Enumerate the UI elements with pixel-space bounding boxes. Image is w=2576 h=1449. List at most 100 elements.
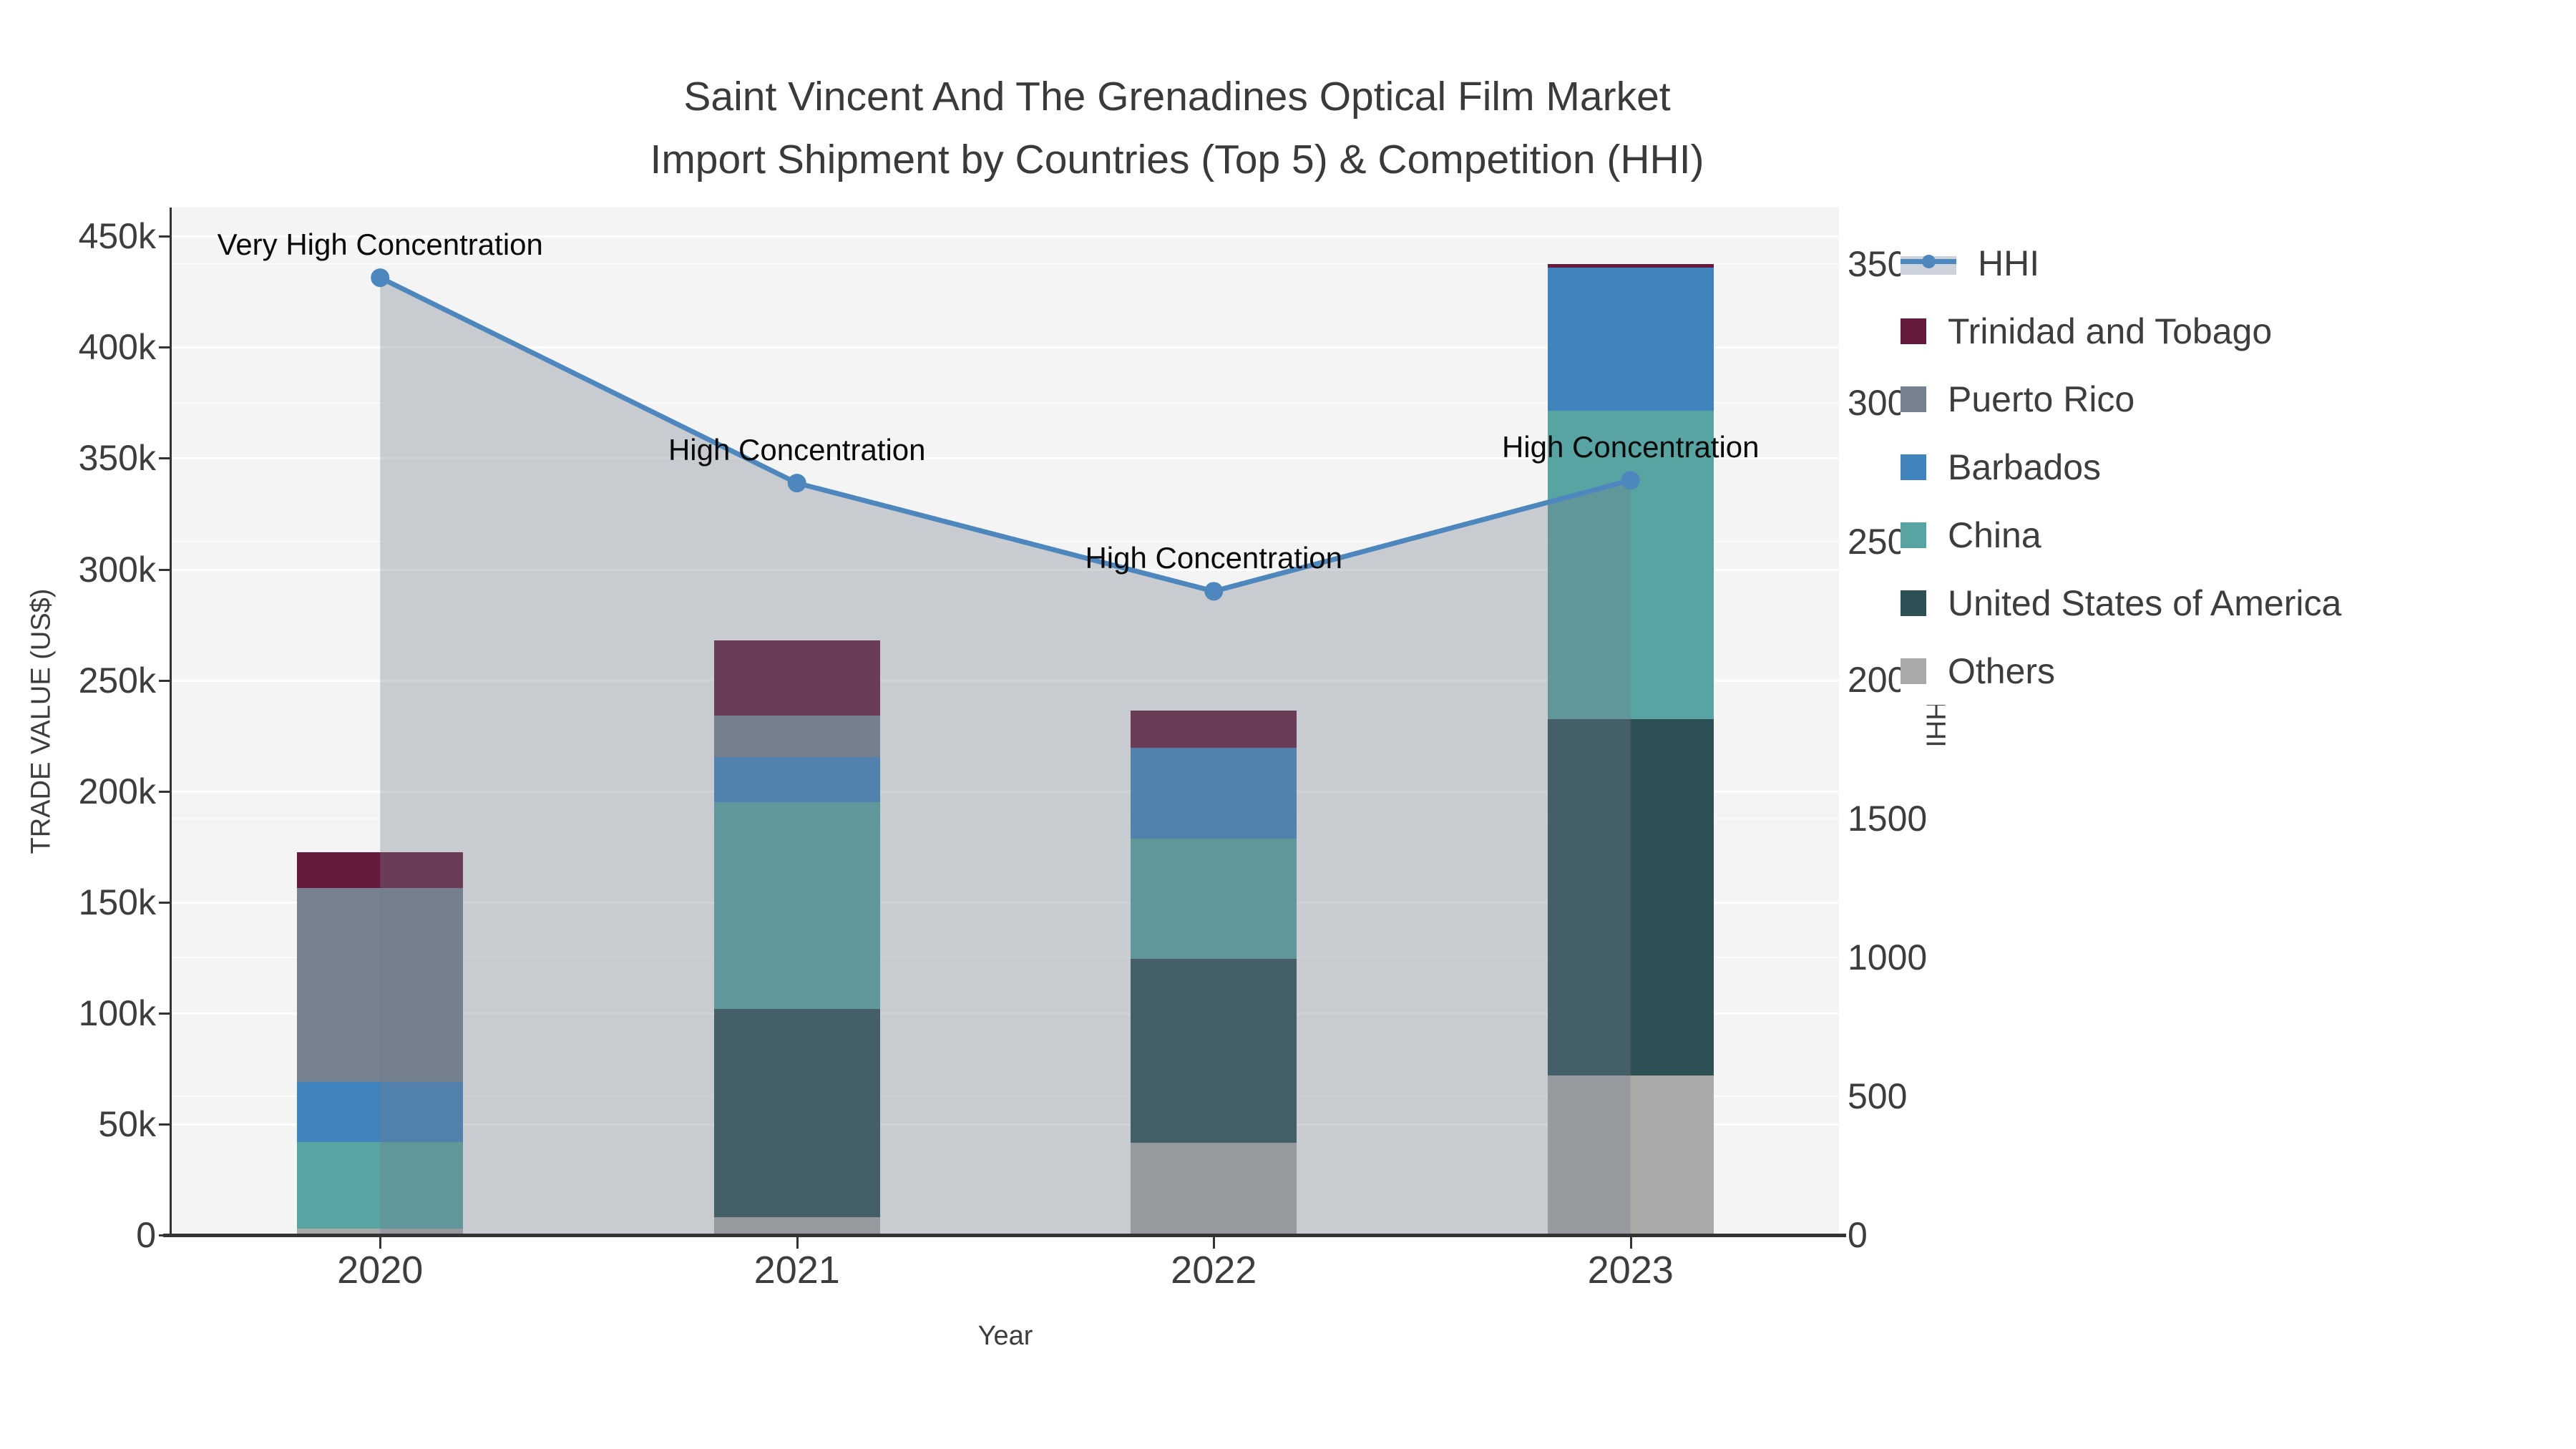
bar-segment-united-states-of-america [1547,718,1714,1075]
chart-title-line2: Import Shipment by Countries (Top 5) & C… [650,137,1704,182]
y-left-tick-mark [159,235,170,238]
legend-item-puerto-rico: Puerto Rico [1901,365,2566,433]
x-tick-mark [796,1237,799,1249]
y-left-tick-label: 150k [78,882,156,922]
y-left-tick-mark [159,1234,170,1236]
y-right-tick-label: 1500 [1848,799,1928,839]
bar-segment-puerto-rico [297,887,464,1082]
bar-segment-barbados [1547,267,1714,411]
y-right-tick-label: 200 [1848,660,1908,701]
y-left-tick-label: 350k [78,438,156,479]
bar-segment-china [1131,839,1297,959]
legend-item-united-states-of-america: United States of America [1901,569,2566,637]
bar-segment-others [297,1228,464,1235]
y-axis-title-right: HHI [1920,701,1951,748]
legend-item-trinidad-and-tobago: Trinidad and Tobago [1901,297,2566,365]
annotation-2020: Very High Concentration [217,228,543,262]
legend-item-barbados: Barbados [1901,433,2566,501]
legend-item-label: Puerto Rico [1948,379,2135,419]
y-left-tick-mark [159,901,170,904]
legend-color-swatch [1901,658,1926,684]
y-right-tick-label: 250 [1848,521,1908,562]
bar-segment-puerto-rico [713,716,880,757]
chart-title-line1: Saint Vincent And The Grenadines Optical… [683,74,1671,119]
x-axis-line [163,1234,1846,1237]
legend-item-china: China [1901,501,2566,569]
legend-color-swatch [1901,590,1926,616]
bar-segment-china [713,802,880,1009]
y-right-tick-label: 350 [1848,243,1908,284]
annotation-2021: High Concentration [668,433,926,467]
x-tick-mark [1629,1237,1632,1249]
legend-color-swatch [1901,454,1926,480]
legend-color-swatch [1901,386,1926,412]
gridline-trade [172,235,1839,238]
y-left-tick-label: 300k [78,549,156,590]
legend-hhi-line-dot [1922,254,1936,268]
gridline-hhi [172,818,1839,820]
gridline-trade [172,790,1839,793]
legend-item-label: China [1948,514,2041,555]
bar-segment-barbados [713,756,880,803]
y-right-tick-label: 0 [1848,1215,1868,1255]
legend-item-label: Trinidad and Tobago [1948,311,2273,351]
legend-item-others: Others [1901,637,2566,705]
gridline-hhi [172,679,1839,681]
bar-segment-barbados [1131,748,1297,839]
bar-segment-china [297,1141,464,1229]
x-tick-label: 2022 [1171,1249,1257,1292]
legend-item-label: HHI [1978,243,2040,283]
x-tick-mark [379,1237,382,1249]
gridline-hhi [172,263,1839,265]
gridline-hhi [172,957,1839,959]
bar-segment-trinidad-and-tobago [297,852,464,888]
y-right-tick-label: 300 [1848,382,1908,423]
x-tick-label: 2023 [1587,1249,1674,1292]
bar-segment-others [713,1217,880,1235]
bar-segment-barbados [297,1082,464,1142]
x-tick-mark [1213,1237,1216,1249]
y-left-tick-mark [159,457,170,460]
y-axis-line [170,208,172,1235]
y-right-tick-label: 1000 [1848,937,1928,978]
y-left-tick-label: 200k [78,771,156,811]
gridline-hhi [172,1096,1839,1098]
legend-item-hhi: HHI [1901,229,2566,297]
y-left-tick-mark [159,568,170,571]
legend-color-swatch [1901,522,1926,548]
x-axis-title: Year [977,1321,1033,1351]
y-left-tick-mark [159,679,170,682]
annotation-2022: High Concentration [1085,541,1343,575]
y-left-tick-label: 100k [78,992,156,1033]
x-tick-label: 2020 [337,1249,424,1292]
y-axis-title-left: TRADE VALUE (US$) [26,588,57,854]
bar-segment-united-states-of-america [1131,958,1297,1143]
legend-item-label: Barbados [1948,447,2102,487]
annotation-2023: High Concentration [1501,430,1760,464]
y-right-tick-label: 500 [1848,1076,1908,1117]
y-left-tick-label: 50k [98,1103,156,1144]
y-left-tick-mark [159,790,170,793]
legend-color-swatch [1901,318,1926,344]
y-left-tick-mark [159,1123,170,1126]
bar-segment-others [1131,1143,1297,1235]
bar-segment-others [1547,1075,1714,1235]
gridline-trade [172,1012,1839,1015]
gridline-trade [172,901,1839,904]
bar-segment-trinidad-and-tobago [713,640,880,716]
bar-layer [172,208,1839,1235]
bar-segment-trinidad-and-tobago [1131,710,1297,748]
y-left-tick-mark [159,346,170,349]
x-tick-label: 2021 [753,1249,840,1292]
legend: HHI Trinidad and Tobago Puerto Rico Barbado… [1901,229,2566,705]
gridline-trade [172,1123,1839,1126]
legend-item-label: Others [1948,650,2056,691]
bar-segment-trinidad-and-tobago [1547,264,1714,268]
y-left-tick-label: 400k [78,327,156,368]
y-left-tick-label: 250k [78,660,156,701]
legend-hhi-line-swatch [1901,249,1956,278]
y-left-tick-label: 0 [136,1215,156,1255]
y-left-tick-mark [159,1012,170,1015]
y-left-tick-label: 450k [78,216,156,257]
